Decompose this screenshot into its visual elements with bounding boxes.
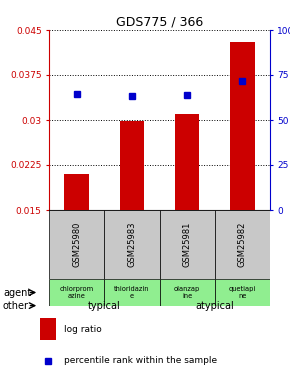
Bar [119,121,144,210]
Text: thioridazin
e: thioridazin e [114,286,150,299]
Text: olanzap
ine: olanzap ine [174,286,200,299]
Text: GSM25980: GSM25980 [72,222,81,267]
Bar [215,279,270,306]
Text: quetiapi
ne: quetiapi ne [229,286,256,299]
Text: chlorprom
azine: chlorprom azine [60,286,94,299]
Bar [104,210,160,279]
Bar [64,174,89,210]
Title: GDS775 / 366: GDS775 / 366 [116,16,203,29]
Text: GSM25982: GSM25982 [238,222,247,267]
Text: percentile rank within the sample: percentile rank within the sample [64,357,217,366]
Bar [160,210,215,279]
Bar [49,279,104,306]
Bar [175,114,200,210]
Bar [104,279,160,306]
Text: typical: typical [88,301,121,310]
Bar [230,42,255,210]
Text: agent: agent [3,288,31,297]
Bar [215,210,270,279]
Bar [160,279,215,306]
Text: atypical: atypical [195,301,234,310]
Text: log ratio: log ratio [64,325,101,334]
Bar [49,210,104,279]
Text: GSM25981: GSM25981 [182,222,192,267]
Text: other: other [3,301,29,310]
Bar [40,318,56,340]
Text: GSM25983: GSM25983 [127,222,137,267]
